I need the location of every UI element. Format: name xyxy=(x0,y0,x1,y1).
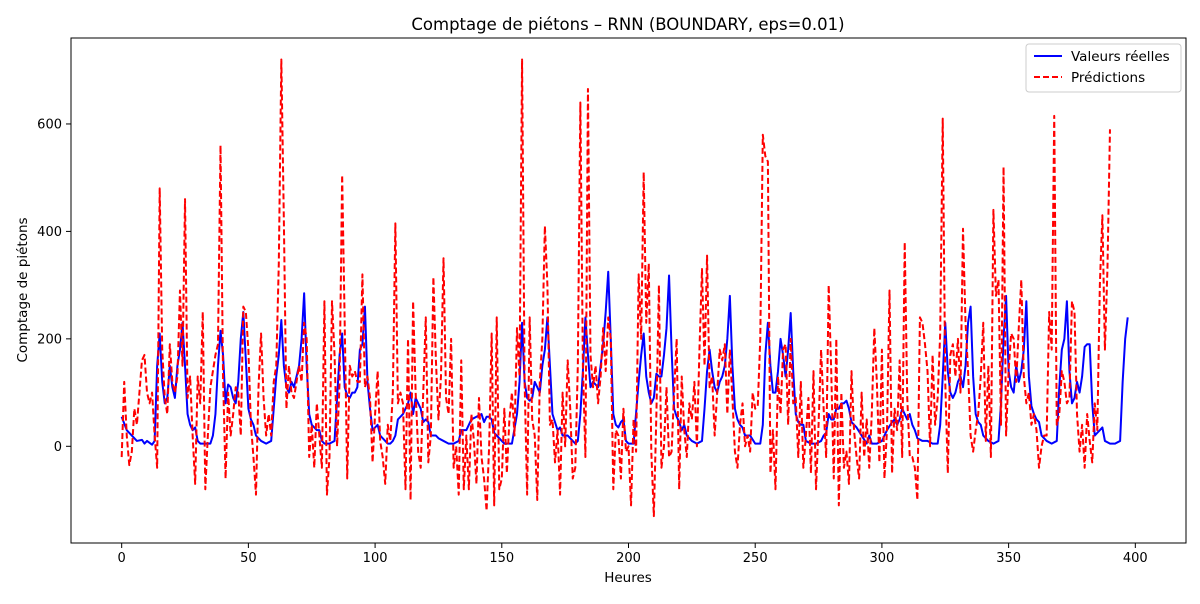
series-layer xyxy=(120,58,1129,518)
x-tick-label: 250 xyxy=(743,551,768,566)
legend: Valeurs réelles Prédictions xyxy=(1025,43,1182,93)
chart-title: Comptage de piétons – RNN (BOUNDARY, eps… xyxy=(411,15,844,34)
x-tick-label: 0 xyxy=(118,551,126,566)
y-tick-label: 600 xyxy=(37,117,62,132)
y-tick-label: 400 xyxy=(37,225,62,240)
legend-box xyxy=(1025,43,1182,93)
x-tick-label: 200 xyxy=(616,551,641,566)
legend-label-predictions: Prédictions xyxy=(1071,70,1145,86)
x-tick-label: 100 xyxy=(363,551,388,566)
x-tick-label: 50 xyxy=(240,551,257,566)
plot-frame xyxy=(70,37,1187,544)
x-axis-label: Heures xyxy=(604,570,652,586)
x-tick-label: 150 xyxy=(489,551,514,566)
x-tick-label: 350 xyxy=(996,551,1021,566)
legend-label-valeurs-reelles: Valeurs réelles xyxy=(1071,49,1170,65)
x-tick-label: 400 xyxy=(1123,551,1148,566)
axes-layer: 0 50 100 150 200 250 300 350 400 0 200 400 600 xyxy=(37,117,1148,566)
y-tick-label: 0 xyxy=(54,440,62,455)
y-axis-label: Comptage de piétons xyxy=(15,217,31,362)
y-tick-label: 200 xyxy=(37,332,62,347)
x-tick-label: 300 xyxy=(869,551,894,566)
